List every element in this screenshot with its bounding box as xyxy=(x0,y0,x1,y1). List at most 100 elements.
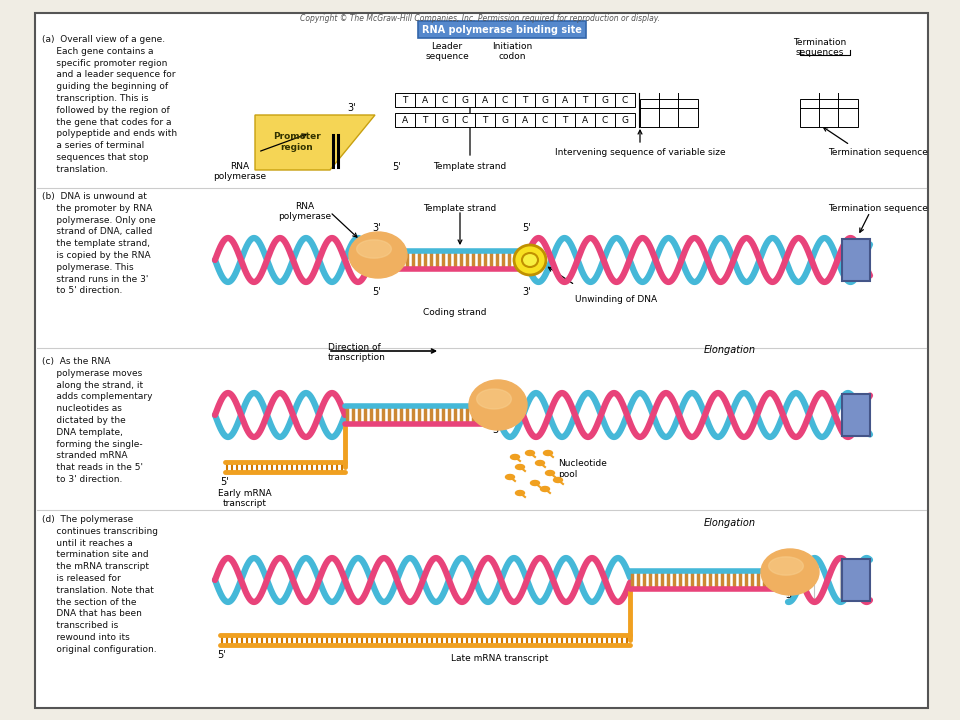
Ellipse shape xyxy=(769,557,804,575)
Text: 5': 5' xyxy=(393,162,401,172)
Polygon shape xyxy=(255,115,375,170)
Bar xyxy=(395,93,415,107)
Text: Late mRNA transcript: Late mRNA transcript xyxy=(451,654,549,663)
Text: A: A xyxy=(402,115,408,125)
Bar xyxy=(842,239,870,281)
Text: A: A xyxy=(562,96,568,104)
Text: C: C xyxy=(602,115,608,125)
Text: RNA
polymerase: RNA polymerase xyxy=(213,162,267,181)
Text: 3': 3' xyxy=(785,590,794,600)
Bar xyxy=(595,113,615,127)
Text: Leader
sequence: Leader sequence xyxy=(425,42,468,61)
Bar xyxy=(515,93,535,107)
Bar xyxy=(475,113,495,127)
Text: Coding strand: Coding strand xyxy=(423,308,487,317)
Text: 3': 3' xyxy=(348,103,356,113)
Bar xyxy=(395,113,415,127)
Text: T: T xyxy=(422,115,428,125)
Ellipse shape xyxy=(469,380,527,430)
Bar xyxy=(475,93,495,107)
Text: Elongation: Elongation xyxy=(704,345,756,355)
Bar xyxy=(555,93,575,107)
Text: T: T xyxy=(402,96,408,104)
Text: G: G xyxy=(541,96,548,104)
Bar xyxy=(495,93,515,107)
Text: Copyright © The McGraw-Hill Companies, Inc. Permission required for reproduction: Copyright © The McGraw-Hill Companies, I… xyxy=(300,14,660,23)
Bar xyxy=(535,113,555,127)
Bar xyxy=(615,93,635,107)
Ellipse shape xyxy=(522,253,538,267)
Text: Early mRNA
transcript: Early mRNA transcript xyxy=(218,489,272,508)
Text: 3': 3' xyxy=(372,223,381,233)
Ellipse shape xyxy=(540,487,549,492)
Text: G: G xyxy=(602,96,609,104)
Bar xyxy=(435,113,455,127)
Text: T: T xyxy=(522,96,528,104)
Text: Direction of
transcription: Direction of transcription xyxy=(328,343,386,362)
FancyBboxPatch shape xyxy=(418,21,586,38)
Text: C: C xyxy=(622,96,628,104)
Bar xyxy=(575,113,595,127)
Ellipse shape xyxy=(536,461,544,466)
Text: C: C xyxy=(541,115,548,125)
Text: 5': 5' xyxy=(372,287,381,297)
Text: 3': 3' xyxy=(492,425,501,435)
Text: (b)  DNA is unwound at
     the promoter by RNA
     polymerase. Only one
     s: (b) DNA is unwound at the promoter by RN… xyxy=(42,192,156,295)
Ellipse shape xyxy=(511,454,519,459)
Text: Nucleotide
pool: Nucleotide pool xyxy=(558,459,607,479)
Text: Promoter
region: Promoter region xyxy=(274,132,321,152)
Bar xyxy=(495,113,515,127)
Bar xyxy=(415,113,435,127)
Bar xyxy=(842,394,870,436)
Ellipse shape xyxy=(761,549,819,595)
Text: T: T xyxy=(583,96,588,104)
Bar xyxy=(535,93,555,107)
Ellipse shape xyxy=(476,389,512,409)
Text: Unwinding of DNA: Unwinding of DNA xyxy=(575,295,658,304)
Text: T: T xyxy=(482,115,488,125)
Text: G: G xyxy=(462,96,468,104)
Ellipse shape xyxy=(514,245,546,275)
Text: (c)  As the RNA
     polymerase moves
     along the strand, it
     adds comple: (c) As the RNA polymerase moves along th… xyxy=(42,357,153,484)
Bar xyxy=(615,113,635,127)
Ellipse shape xyxy=(516,464,524,469)
Text: A: A xyxy=(422,96,428,104)
Ellipse shape xyxy=(349,232,407,278)
Bar xyxy=(455,93,475,107)
Ellipse shape xyxy=(525,451,535,456)
Ellipse shape xyxy=(516,490,524,495)
Bar xyxy=(455,113,475,127)
Bar xyxy=(640,99,698,127)
Text: G: G xyxy=(621,115,629,125)
Text: 5': 5' xyxy=(522,223,532,233)
Text: A: A xyxy=(482,96,488,104)
Text: 3': 3' xyxy=(522,287,531,297)
Text: Elongation: Elongation xyxy=(704,518,756,528)
Ellipse shape xyxy=(554,477,563,482)
Text: G: G xyxy=(442,115,448,125)
Bar xyxy=(435,93,455,107)
Text: A: A xyxy=(522,115,528,125)
Text: RNA polymerase binding site: RNA polymerase binding site xyxy=(422,24,582,35)
Text: C: C xyxy=(442,96,448,104)
Text: Initiation
codon: Initiation codon xyxy=(492,42,532,61)
Text: C: C xyxy=(462,115,468,125)
Bar xyxy=(415,93,435,107)
Bar xyxy=(595,93,615,107)
Bar xyxy=(555,113,575,127)
Text: 5': 5' xyxy=(218,650,227,660)
Text: (d)  The polymerase
     continues transcribing
     until it reaches a
     ter: (d) The polymerase continues transcribin… xyxy=(42,515,158,654)
Ellipse shape xyxy=(356,240,392,258)
Ellipse shape xyxy=(531,480,540,485)
Text: T: T xyxy=(563,115,567,125)
Text: G: G xyxy=(501,115,509,125)
Text: A: A xyxy=(582,115,588,125)
Ellipse shape xyxy=(545,470,555,475)
Bar xyxy=(800,99,858,127)
Text: (a)  Overall view of a gene.
     Each gene contains a
     specific promoter re: (a) Overall view of a gene. Each gene co… xyxy=(42,35,178,174)
Text: C: C xyxy=(502,96,508,104)
Bar xyxy=(842,559,870,601)
Bar xyxy=(515,113,535,127)
Text: Termination sequence: Termination sequence xyxy=(828,204,928,213)
Text: Termination
sequences: Termination sequences xyxy=(793,38,847,58)
